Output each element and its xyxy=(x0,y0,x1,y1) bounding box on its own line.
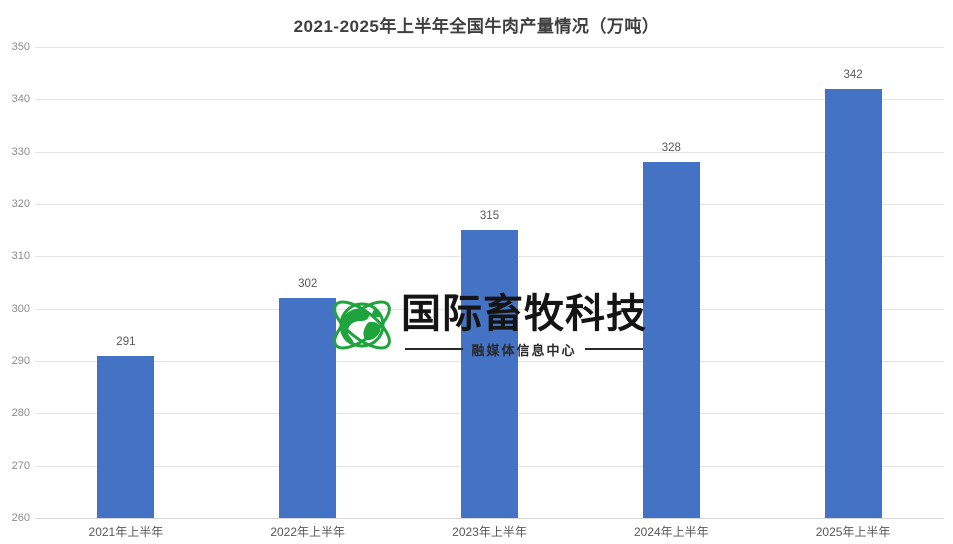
watermark-brand-text: 国际畜牧科技 xyxy=(401,291,647,336)
left-dash-line xyxy=(405,348,464,350)
watermark-subtitle: 融媒体信息中心 xyxy=(471,342,577,358)
bar xyxy=(642,162,700,518)
gridline xyxy=(35,518,944,519)
bar xyxy=(279,298,337,518)
gridline xyxy=(35,204,944,205)
x-axis-category-label: 2023年上半年 xyxy=(452,525,527,539)
bar-value-label: 315 xyxy=(479,210,500,223)
y-axis-tick-label: 330 xyxy=(11,145,30,158)
watermark: 国际畜牧科技 融媒体信息中心 xyxy=(327,288,647,362)
x-axis-category-label: 2024年上半年 xyxy=(633,525,709,539)
y-axis-tick-label: 290 xyxy=(11,355,30,367)
bar xyxy=(97,355,155,518)
x-axis-category-label: 2021年上半年 xyxy=(88,525,164,539)
y-axis-tick-label: 320 xyxy=(11,198,30,210)
y-axis-tick-label: 280 xyxy=(11,407,30,420)
gridline xyxy=(35,151,944,153)
plot-area: 291 302 315 328 342 xyxy=(35,47,944,519)
globe-orbits-icon xyxy=(333,300,391,350)
chart-title: 2021-2025年上半年全国牛肉产量情况（万吨） xyxy=(293,17,660,36)
y-axis-tick-label: 310 xyxy=(11,250,30,263)
bar-value-label: 291 xyxy=(116,335,136,348)
x-axis-category-label: 2022年上半年 xyxy=(270,525,346,539)
bar-value-label: 342 xyxy=(843,68,863,81)
bar xyxy=(461,230,518,518)
y-axis-tick-label: 350 xyxy=(11,41,30,53)
y-axis-tick-label: 270 xyxy=(11,459,30,472)
y-axis-tick-label: 300 xyxy=(11,302,30,315)
right-dash-line xyxy=(584,348,643,350)
watermark-subtitle-row: 融媒体信息中心 xyxy=(401,340,647,359)
bar-value-label: 328 xyxy=(661,142,681,155)
bar-value-label: 302 xyxy=(298,278,318,291)
bar xyxy=(824,88,882,518)
gridline xyxy=(35,99,944,101)
gridline xyxy=(35,47,944,48)
x-axis-category-label: 2025年上半年 xyxy=(815,525,891,539)
y-axis-tick-label: 260 xyxy=(11,512,30,524)
y-axis-tick-label: 340 xyxy=(11,93,30,106)
